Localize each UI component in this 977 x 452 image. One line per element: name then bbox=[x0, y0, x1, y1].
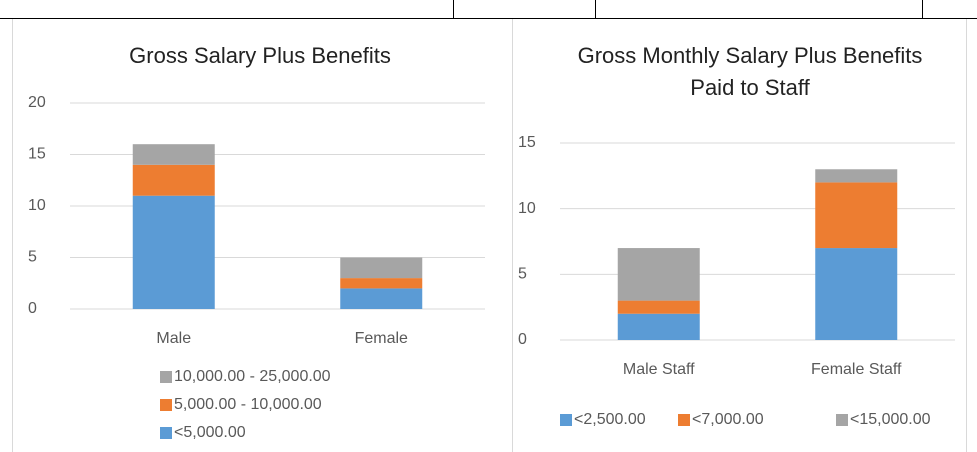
chart-title: Gross Salary Plus Benefits bbox=[129, 43, 391, 68]
x-tick-label: Female Staff bbox=[811, 361, 902, 378]
legend-label: <5,000.00 bbox=[174, 424, 246, 441]
y-tick-label: 10 bbox=[518, 200, 536, 217]
bar-segment bbox=[132, 195, 215, 309]
legend-swatch bbox=[836, 414, 848, 426]
bar-segment bbox=[617, 248, 700, 301]
legend-label: <15,000.00 bbox=[850, 411, 931, 428]
bar-segment bbox=[340, 278, 423, 289]
legend-swatch bbox=[160, 399, 172, 411]
y-tick-label: 5 bbox=[28, 249, 37, 266]
bar-segment bbox=[132, 144, 215, 165]
bar-segment bbox=[617, 313, 700, 340]
legend-swatch bbox=[560, 414, 572, 426]
bar-segment bbox=[340, 288, 423, 309]
y-tick-label: 0 bbox=[28, 300, 37, 317]
chart-title: Gross Monthly Salary Plus Benefits Paid … bbox=[577, 43, 923, 100]
x-tick-label: Female bbox=[355, 330, 408, 347]
y-tick-label: 5 bbox=[518, 266, 527, 283]
bar-segment bbox=[815, 169, 898, 183]
legend-label: 5,000.00 - 10,000.00 bbox=[174, 396, 322, 413]
bar-segment bbox=[132, 164, 215, 196]
legend-swatch bbox=[160, 371, 172, 383]
bar-segment bbox=[340, 257, 423, 279]
x-tick-label: Male bbox=[156, 330, 191, 347]
y-tick-label: 10 bbox=[28, 197, 46, 214]
legend-label: <2,500.00 bbox=[574, 411, 646, 428]
page-borders bbox=[0, 0, 977, 19]
x-tick-label: Male Staff bbox=[623, 361, 695, 378]
y-tick-label: 20 bbox=[28, 94, 46, 111]
y-tick-label: 15 bbox=[28, 146, 46, 163]
legend-label: 10,000.00 - 25,000.00 bbox=[174, 368, 331, 385]
bar-segment bbox=[815, 248, 898, 340]
y-tick-label: 15 bbox=[518, 134, 536, 151]
legend-label: <7,000.00 bbox=[692, 411, 764, 428]
legend-swatch bbox=[678, 414, 690, 426]
legend-swatch bbox=[160, 427, 172, 439]
bar-segment bbox=[815, 182, 898, 249]
bar-segment bbox=[617, 300, 700, 314]
y-tick-label: 0 bbox=[518, 331, 527, 348]
